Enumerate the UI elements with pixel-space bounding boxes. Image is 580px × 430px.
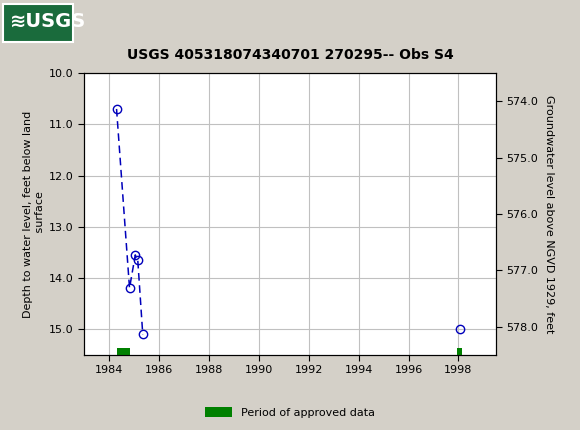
Bar: [457, 348, 462, 355]
Text: USGS 405318074340701 270295-- Obs S4: USGS 405318074340701 270295-- Obs S4: [126, 48, 454, 62]
Y-axis label: Depth to water level, feet below land
 surface: Depth to water level, feet below land su…: [23, 111, 45, 317]
Legend: Period of approved data: Period of approved data: [200, 403, 380, 422]
Bar: [3, 3, 72, 42]
Text: ≋USGS: ≋USGS: [10, 12, 86, 31]
Y-axis label: Groundwater level above NGVD 1929, feet: Groundwater level above NGVD 1929, feet: [543, 95, 554, 333]
Bar: [117, 348, 130, 355]
